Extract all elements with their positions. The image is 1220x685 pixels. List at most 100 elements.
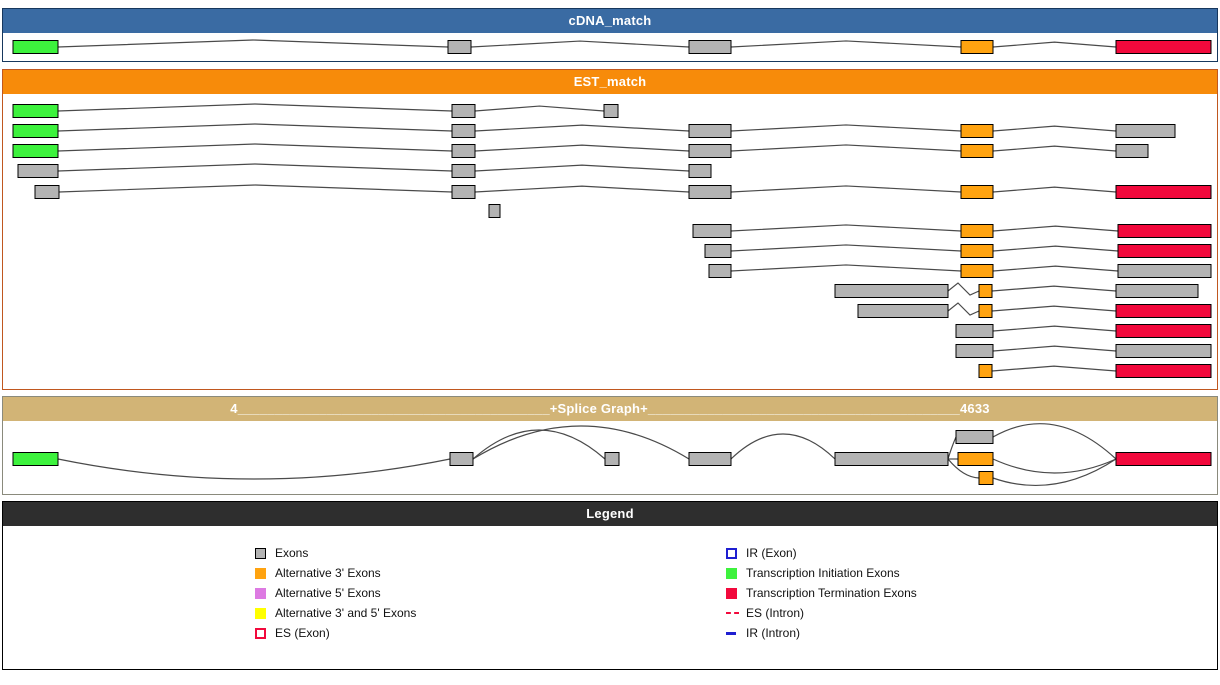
red-exon[interactable]	[1115, 40, 1212, 54]
splice-edge	[992, 458, 1117, 474]
orange-exon[interactable]	[957, 452, 994, 466]
orange-exon[interactable]	[960, 244, 994, 258]
intron-line	[474, 105, 605, 112]
intron-line	[730, 224, 962, 232]
splice-edge	[472, 429, 606, 460]
gray-exon[interactable]	[955, 344, 994, 358]
orange-exon[interactable]	[960, 124, 994, 138]
orange-exon[interactable]	[978, 304, 993, 318]
green-exon[interactable]	[12, 40, 59, 54]
gray-exon[interactable]	[688, 40, 732, 54]
gray-exon[interactable]	[688, 164, 712, 178]
gray-exon[interactable]	[451, 104, 476, 118]
red-exon[interactable]	[1117, 224, 1212, 238]
splice-edge	[947, 436, 957, 460]
green-exon[interactable]	[12, 144, 59, 158]
intron-line	[992, 245, 1119, 252]
gray-exon[interactable]	[34, 185, 60, 199]
red-exon[interactable]	[1115, 185, 1212, 199]
gray-exon[interactable]	[955, 324, 994, 338]
orange-exon[interactable]	[960, 185, 994, 199]
legend-item-label: Transcription Initiation Exons	[746, 566, 900, 580]
intron-line	[730, 244, 962, 252]
intron-line	[992, 41, 1117, 48]
intron-line	[992, 145, 1117, 152]
fill-swatch-icon	[726, 567, 737, 579]
gray-exon[interactable]	[688, 452, 732, 466]
gray-exon[interactable]	[17, 164, 59, 178]
intron-line	[474, 124, 690, 132]
orange-exon[interactable]	[960, 40, 994, 54]
gray-exon[interactable]	[708, 264, 732, 278]
legend-title: Legend	[3, 502, 1217, 526]
gray-exon[interactable]	[1117, 264, 1212, 278]
fill-swatch-icon	[726, 587, 737, 599]
gray-exon[interactable]	[604, 452, 620, 466]
intron-line	[992, 225, 1119, 232]
red-exon[interactable]	[1115, 304, 1212, 318]
gray-exon[interactable]	[1115, 144, 1149, 158]
legend-item-label: Alternative 3' and 5' Exons	[275, 606, 417, 620]
legend-item: Transcription Initiation Exons	[726, 566, 917, 580]
gray-exon[interactable]	[688, 144, 732, 158]
gray-exon[interactable]	[451, 124, 476, 138]
orange-exon[interactable]	[978, 284, 993, 298]
intron-line	[474, 185, 690, 193]
green-exon[interactable]	[12, 104, 59, 118]
gray-exon[interactable]	[603, 104, 619, 118]
red-exon[interactable]	[1115, 364, 1212, 378]
legend-item: Alternative 5' Exons	[255, 586, 416, 600]
gray-exon[interactable]	[857, 304, 949, 318]
orange-exon[interactable]	[978, 471, 994, 485]
intron-line	[730, 264, 962, 272]
dash-line-swatch-icon	[726, 612, 739, 614]
gray-exon[interactable]	[692, 224, 732, 238]
intron-line	[730, 40, 962, 48]
intron-line	[730, 185, 962, 193]
red-exon[interactable]	[1115, 324, 1212, 338]
gray-exon[interactable]	[449, 452, 474, 466]
intron-line	[730, 124, 962, 132]
legend-item: ES (Intron)	[726, 606, 917, 620]
gray-exon[interactable]	[451, 164, 476, 178]
red-exon[interactable]	[1117, 244, 1212, 258]
gray-exon[interactable]	[1115, 344, 1212, 358]
intron-line	[57, 103, 453, 112]
legend-item: Exons	[255, 546, 416, 560]
splice-graph-body	[3, 421, 1217, 494]
gray-exon[interactable]	[451, 144, 476, 158]
gray-exon[interactable]	[955, 430, 994, 444]
legend-item: Transcription Termination Exons	[726, 586, 917, 600]
est-match-body	[3, 94, 1217, 389]
orange-exon[interactable]	[960, 144, 994, 158]
gray-exon[interactable]	[688, 124, 732, 138]
red-exon[interactable]	[1115, 452, 1212, 466]
orange-exon[interactable]	[960, 224, 994, 238]
orange-exon[interactable]	[960, 264, 994, 278]
est-match-title: EST_match	[3, 70, 1217, 94]
splice-edge	[947, 458, 980, 479]
intron-line	[992, 265, 1119, 272]
gray-exon[interactable]	[1115, 124, 1176, 138]
green-exon[interactable]	[12, 124, 59, 138]
gray-exon[interactable]	[834, 284, 949, 298]
intron-line	[991, 365, 1117, 372]
gray-exon[interactable]	[447, 40, 472, 54]
gray-exon[interactable]	[451, 185, 476, 199]
gray-exon[interactable]	[688, 185, 732, 199]
gray-exon[interactable]	[488, 204, 501, 218]
intron-line	[57, 143, 453, 152]
splice-edge	[472, 425, 690, 460]
est-match-track	[12, 103, 1212, 378]
intron-zigzag-line	[947, 302, 980, 316]
splice-graph-title: 4_______________________________________…	[3, 397, 1217, 421]
orange-exon[interactable]	[978, 364, 993, 378]
legend-item-label: Transcription Termination Exons	[746, 586, 917, 600]
fill-border-swatch-icon	[255, 547, 266, 559]
green-exon[interactable]	[12, 452, 59, 466]
gray-exon[interactable]	[1115, 284, 1199, 298]
gray-exon[interactable]	[834, 452, 949, 466]
gray-exon[interactable]	[704, 244, 732, 258]
est-match-panel: EST_match	[2, 69, 1218, 390]
